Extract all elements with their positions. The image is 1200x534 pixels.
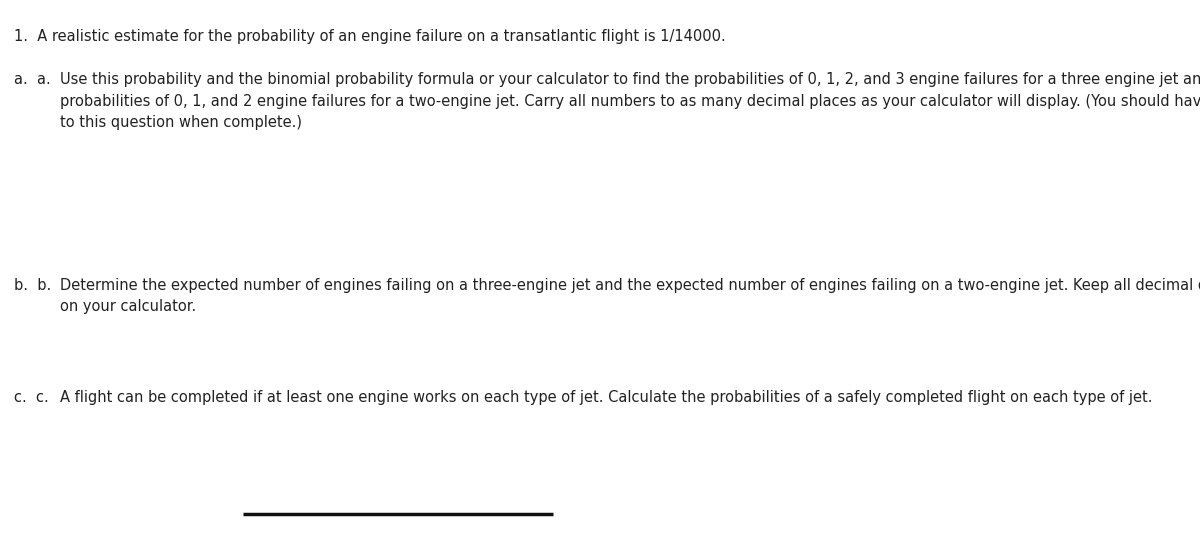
Text: b.  b.: b. b. <box>14 278 52 293</box>
Text: 1.  A realistic estimate for the probability of an engine failure on a transatla: 1. A realistic estimate for the probabil… <box>14 29 726 44</box>
Text: c.  c.: c. c. <box>14 390 49 405</box>
Text: Use this probability and the binomial probability formula or your calculator to : Use this probability and the binomial pr… <box>60 72 1200 130</box>
Text: a.  a.: a. a. <box>14 72 52 87</box>
Text: A flight can be completed if at least one engine works on each type of jet. Calc: A flight can be completed if at least on… <box>60 390 1152 405</box>
Text: Determine the expected number of engines failing on a three-engine jet and the e: Determine the expected number of engines… <box>60 278 1200 315</box>
